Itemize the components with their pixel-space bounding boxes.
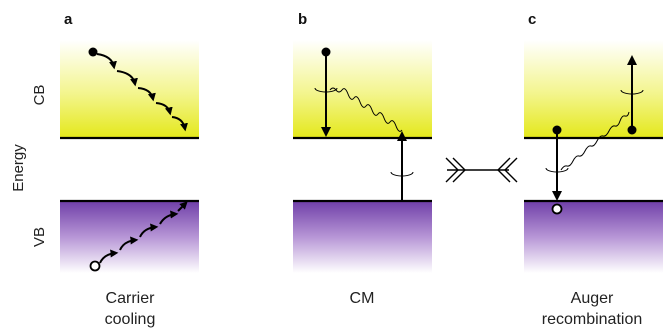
panel-a-caption-line-2: cooling (105, 311, 156, 328)
panel-b: b CM (293, 11, 432, 307)
panel-a-caption-line-1: Carrier (106, 290, 156, 307)
panel-c: c Auger recombination (524, 11, 663, 328)
panel-a-hole-hop-2 (119, 236, 139, 251)
panel-a-hole-hop-3 (139, 223, 159, 238)
panel-c-recombining-electron (552, 125, 562, 135)
panel-a-electron-hop-4 (155, 102, 173, 116)
panel-c-hole (551, 203, 563, 215)
panel-c-valence-band (524, 201, 663, 273)
axis-labels: Energy CB VB (10, 85, 48, 247)
right-chevron-outer (504, 157, 518, 183)
panel-c-caption-line-1: Auger (571, 290, 614, 307)
panel-a-conduction-band (60, 40, 199, 138)
panel-a-electron-hop-3 (137, 87, 156, 102)
panel-a-electron (88, 47, 98, 57)
vb-axis-label: VB (31, 227, 48, 247)
panel-a-electron-hop-5 (171, 116, 188, 132)
cb-axis-label: CB (31, 85, 48, 106)
panel-c-caption-line-2: recombination (542, 311, 643, 328)
panel-b-energy-transfer (329, 87, 403, 132)
panel-a-hole-hop-5 (177, 201, 188, 212)
panel-c-letter: c (528, 11, 536, 28)
panel-c-spin-curl-1 (545, 167, 569, 173)
panel-a-hole (89, 260, 101, 272)
panel-b-valence-band (293, 201, 432, 273)
panel-a: a Carrier cooling (60, 11, 199, 328)
panel-a-electron-hop-2 (116, 70, 138, 87)
panel-a-valence-band (60, 201, 199, 273)
panel-b-letter: b (298, 11, 307, 28)
panel-a-electron-hop-1 (96, 53, 117, 70)
left-chevron-outer (445, 157, 459, 183)
panel-c-conduction-band (524, 40, 663, 138)
panel-b-electron (321, 47, 331, 57)
panel-a-hole-hop-1 (99, 249, 119, 264)
panel-c-energy-transfer (560, 111, 630, 171)
panel-b-conduction-band (293, 40, 432, 138)
panel-a-hole-hop-4 (159, 210, 179, 225)
left-chevron-inner (452, 157, 466, 183)
panel-b-caption: CM (350, 290, 375, 307)
panel-c-spin-curl-2 (620, 89, 644, 95)
panel-c-excited-electron (627, 125, 637, 135)
panel-b-spin-curl-2 (390, 171, 414, 177)
panel-a-letter: a (64, 11, 73, 28)
energy-axis-label: Energy (10, 144, 27, 192)
right-chevron-inner (497, 157, 511, 183)
reversible-process-arrow (445, 157, 518, 183)
panel-b-spin-curl-1 (314, 87, 338, 93)
